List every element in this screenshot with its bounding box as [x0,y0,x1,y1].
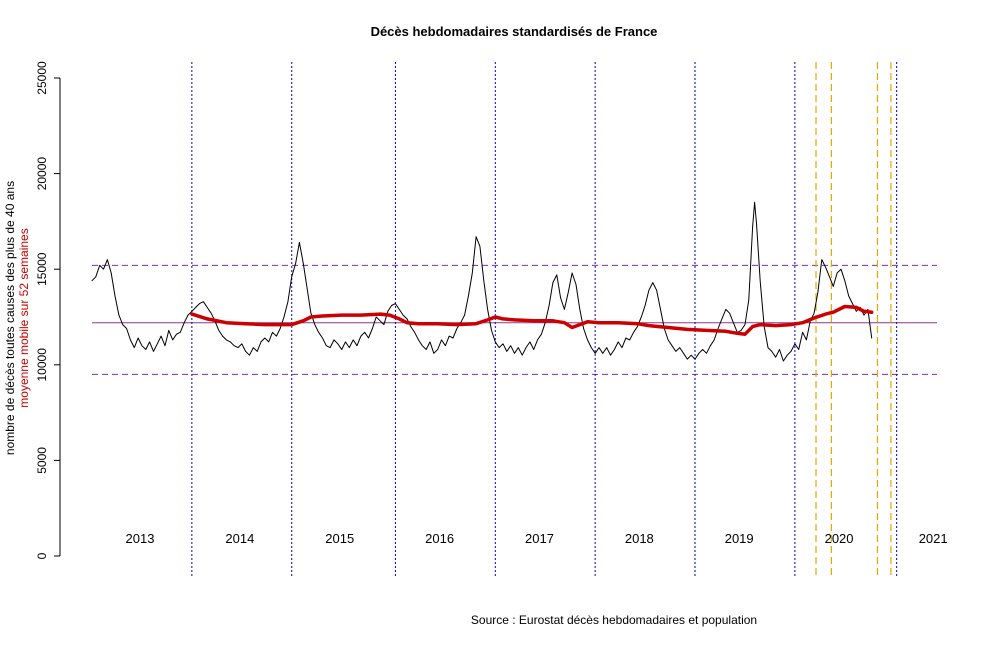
y-tick-label: 15000 [35,252,49,286]
y-tick-label: 0 [35,552,49,559]
source-note: Source : Eurostat décès hebdomadaires et… [471,613,757,627]
year-label: 2020 [825,531,854,546]
chart-title: Décès hebdomadaires standardisés de Fran… [371,24,658,39]
y-tick-label: 25000 [35,61,49,95]
year-label: 2017 [525,531,554,546]
y-axis-label: nombre de décès toutes causes des plus d… [3,181,17,455]
y-axis-label-secondary: moyenne mobile sur 52 semaines [17,228,31,407]
year-label: 2016 [425,531,454,546]
weekly-deaths-line [91,201,873,362]
year-label: 2015 [325,531,354,546]
year-label: 2013 [126,531,155,546]
year-label: 2021 [919,531,948,546]
year-label: 2019 [725,531,754,546]
series-lines [91,201,874,362]
moving-average-line [190,304,874,336]
y-tick-label: 5000 [35,447,49,474]
year-label: 2014 [225,531,254,546]
year-label: 2018 [625,531,654,546]
y-axis: 0 5000 10000 15000 20000 25000 [35,61,61,559]
year-labels: 2013 2014 2015 2016 2017 2018 2019 2020 2021 [126,531,948,546]
y-tick-label: 20000 [35,157,49,191]
y-tick-label: 10000 [35,348,49,382]
vertical-markers [191,62,898,576]
